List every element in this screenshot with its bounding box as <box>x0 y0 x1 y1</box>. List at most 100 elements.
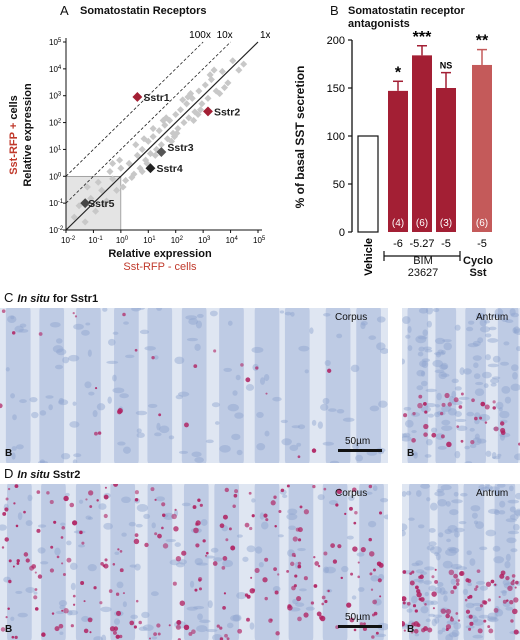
background-point <box>81 218 89 226</box>
nucleus <box>434 369 445 374</box>
background-point <box>174 124 182 133</box>
nucleus <box>472 437 482 446</box>
background-point <box>198 100 206 108</box>
nucleus <box>56 348 67 356</box>
signal-dot <box>83 600 86 603</box>
nucleus <box>407 345 413 352</box>
nucleus <box>515 346 520 352</box>
nucleus <box>437 582 444 587</box>
label-corpus-d: Corpus <box>335 488 368 499</box>
signal-dot <box>122 592 125 595</box>
nucleus <box>81 615 90 623</box>
nucleus <box>322 397 330 405</box>
nucleus <box>199 619 211 624</box>
gland <box>41 484 66 640</box>
nucleus <box>491 313 503 319</box>
nucleus <box>14 325 24 333</box>
signal-dot <box>441 402 446 407</box>
gland <box>219 308 244 463</box>
signal-dot <box>490 579 495 584</box>
nucleus <box>441 350 446 355</box>
signal-dot <box>473 416 478 421</box>
nucleus <box>454 450 461 459</box>
nucleus <box>139 329 150 335</box>
signal-dot <box>455 578 460 583</box>
nucleus <box>25 586 36 594</box>
gland <box>114 308 139 463</box>
nucleus <box>426 320 432 328</box>
nucleus <box>25 520 33 526</box>
background-point <box>180 119 188 127</box>
signal-dot <box>357 561 360 564</box>
signal-dot <box>513 629 519 635</box>
signal-dot <box>41 632 46 637</box>
nucleus <box>467 320 475 325</box>
signal-dot <box>340 576 344 580</box>
signal-dot <box>354 511 358 515</box>
signal-dot <box>237 628 243 634</box>
panel-b-letter: B <box>330 3 339 18</box>
nucleus <box>336 409 345 414</box>
nucleus <box>510 383 520 392</box>
signal-dot <box>36 490 41 494</box>
signal-dot <box>134 490 139 495</box>
signal-dot <box>402 596 407 602</box>
nucleus <box>59 631 64 635</box>
signal-dot <box>510 619 514 623</box>
nucleus <box>73 323 84 330</box>
nucleus <box>451 400 463 406</box>
nucleus <box>484 484 493 491</box>
signal-dot <box>94 431 98 436</box>
y-tick-label: 105 <box>49 38 62 47</box>
nucleus <box>406 608 413 613</box>
nucleus <box>130 614 139 620</box>
nucleus <box>288 525 296 531</box>
signal-dot <box>440 608 447 614</box>
nucleus <box>222 559 234 568</box>
signal-dot <box>87 617 93 623</box>
nucleus <box>37 547 46 554</box>
signal-dot <box>481 600 487 605</box>
nucleus <box>417 524 425 529</box>
signal-dot <box>303 576 308 581</box>
group-cyclo-line2: Sst <box>469 267 487 279</box>
micrograph-d-antrum <box>402 484 520 640</box>
signal-dot <box>240 363 244 367</box>
nucleus <box>418 308 429 314</box>
nucleus <box>68 354 80 362</box>
signal-dot <box>246 594 251 599</box>
nucleus <box>494 509 500 516</box>
signal-dot <box>378 562 384 568</box>
signal-dot <box>233 493 238 498</box>
signal-dot <box>138 620 142 625</box>
signal-dot <box>117 548 120 551</box>
background-point <box>210 66 218 74</box>
nucleus <box>78 544 86 548</box>
signal-dot <box>219 626 223 630</box>
signal-dot <box>317 564 321 568</box>
y-tick-label: 100 <box>327 131 345 143</box>
signal-dot <box>184 422 189 428</box>
signal-dot <box>14 635 18 640</box>
signal-dot <box>487 625 491 629</box>
nucleus <box>317 494 325 501</box>
nucleus <box>449 509 459 516</box>
nucleus <box>430 427 438 433</box>
label-b-d-left: B <box>5 624 13 635</box>
nucleus <box>498 510 506 515</box>
signal-dot <box>468 614 473 619</box>
signal-dot <box>445 613 450 619</box>
background-point <box>235 66 243 74</box>
nucleus <box>131 308 142 312</box>
nucleus <box>416 385 424 391</box>
nucleus <box>435 404 441 408</box>
nucleus <box>496 484 506 488</box>
nucleus <box>417 335 428 340</box>
nucleus <box>505 553 511 562</box>
gland <box>75 484 101 640</box>
nucleus <box>486 616 497 622</box>
gland <box>284 308 310 463</box>
nucleus <box>472 340 481 347</box>
signal-dot <box>7 607 10 610</box>
signal-dot <box>280 488 285 493</box>
